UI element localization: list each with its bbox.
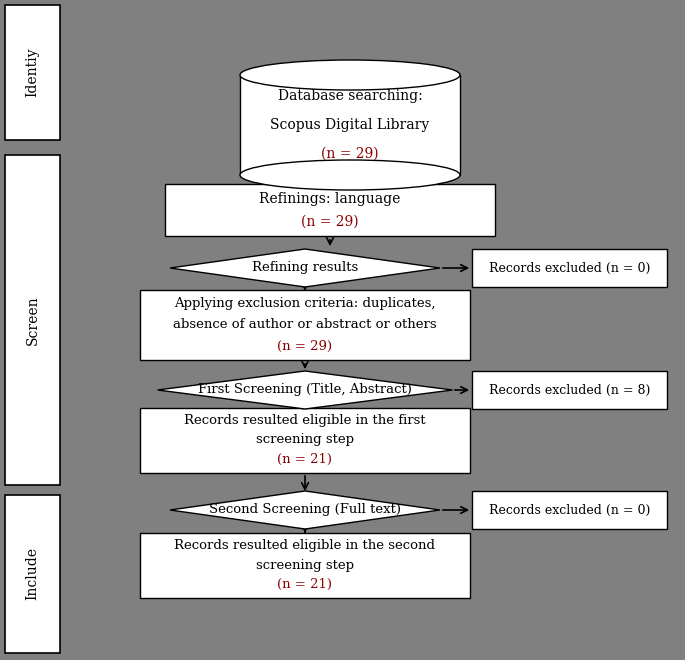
Text: screening step: screening step — [256, 558, 354, 572]
Text: Applying exclusion criteria: duplicates,: Applying exclusion criteria: duplicates, — [174, 297, 436, 310]
FancyBboxPatch shape — [140, 407, 470, 473]
FancyBboxPatch shape — [5, 5, 60, 140]
Text: First Screening (Title, Abstract): First Screening (Title, Abstract) — [198, 383, 412, 397]
Text: Records excluded (n = 0): Records excluded (n = 0) — [489, 504, 651, 517]
Text: Identiy: Identiy — [25, 48, 40, 97]
Ellipse shape — [240, 160, 460, 190]
Ellipse shape — [240, 60, 460, 90]
Polygon shape — [170, 491, 440, 529]
Text: Records excluded (n = 0): Records excluded (n = 0) — [489, 261, 651, 275]
Text: Records excluded (n = 8): Records excluded (n = 8) — [489, 383, 651, 397]
Text: screening step: screening step — [256, 434, 354, 447]
Text: (n = 29): (n = 29) — [277, 340, 332, 352]
Text: (n = 21): (n = 21) — [277, 578, 332, 591]
FancyBboxPatch shape — [165, 184, 495, 236]
Text: Screen: Screen — [25, 295, 40, 345]
Text: Include: Include — [25, 548, 40, 601]
Text: (n = 29): (n = 29) — [321, 147, 379, 160]
Polygon shape — [170, 249, 440, 287]
Text: Database searching:: Database searching: — [277, 89, 423, 104]
FancyBboxPatch shape — [5, 155, 60, 485]
Text: Scopus Digital Library: Scopus Digital Library — [271, 118, 429, 132]
Text: Refining results: Refining results — [252, 261, 358, 275]
Text: (n = 29): (n = 29) — [301, 214, 359, 228]
Text: (n = 21): (n = 21) — [277, 453, 332, 466]
FancyBboxPatch shape — [140, 290, 470, 360]
FancyBboxPatch shape — [473, 249, 667, 287]
FancyBboxPatch shape — [473, 491, 667, 529]
FancyBboxPatch shape — [140, 533, 470, 597]
FancyBboxPatch shape — [240, 75, 460, 175]
Text: Second Screening (Full text): Second Screening (Full text) — [209, 504, 401, 517]
Polygon shape — [158, 371, 453, 409]
Text: absence of author or abstract or others: absence of author or abstract or others — [173, 319, 437, 331]
Text: Records resulted eligible in the second: Records resulted eligible in the second — [175, 539, 436, 552]
Text: Refinings: language: Refinings: language — [260, 191, 401, 206]
FancyBboxPatch shape — [473, 371, 667, 409]
Text: Records resulted eligible in the first: Records resulted eligible in the first — [184, 414, 426, 427]
FancyBboxPatch shape — [5, 495, 60, 653]
